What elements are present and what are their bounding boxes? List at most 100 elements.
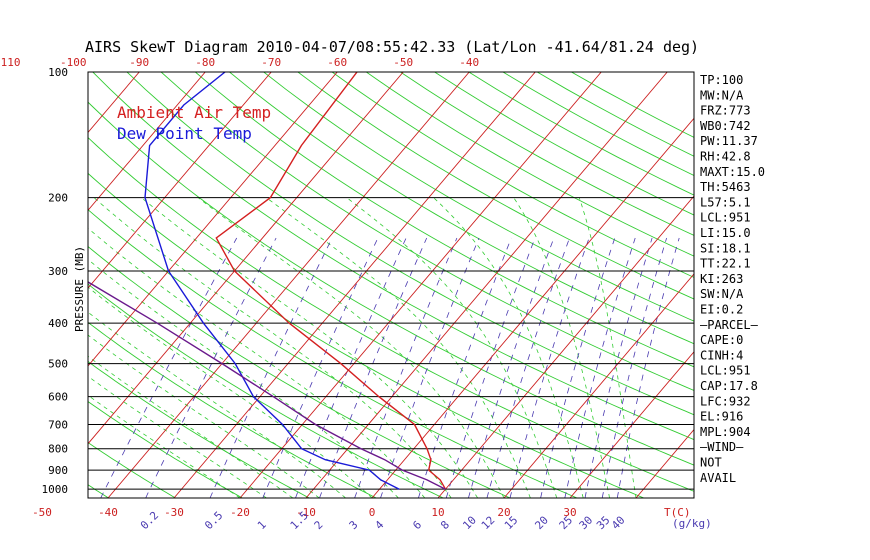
mixing-ratio-label: 10 xyxy=(460,514,479,533)
isotherm xyxy=(569,351,694,498)
mixing-ratio-line xyxy=(584,237,653,498)
dry-adiabat xyxy=(88,360,310,498)
pressure-ticks: 100 200 300 400 500 600 700 800 900 1000 xyxy=(42,66,69,496)
bottom-temp-label: 0 xyxy=(369,506,376,519)
stat-item: —WIND— xyxy=(700,440,744,454)
mixing-ratio-line xyxy=(380,237,480,498)
bottom-temp-label: -30 xyxy=(164,506,184,519)
pressure-tick-label: 500 xyxy=(48,358,68,371)
stat-item: EI:0.2 xyxy=(700,303,743,317)
mixing-ratio-unit: (g/kg) xyxy=(672,517,712,530)
moist-adiabat xyxy=(513,197,610,498)
stat-item: CAPE:0 xyxy=(700,333,743,347)
mixing-ratio-line xyxy=(564,237,636,498)
parcel-line xyxy=(88,281,446,490)
moist-adiabat xyxy=(88,375,267,498)
mixing-ratio-line xyxy=(100,237,238,498)
stat-item: SI:18.1 xyxy=(700,241,751,255)
isotherm xyxy=(437,195,694,498)
isotherm xyxy=(371,117,694,498)
mixing-ratio-line xyxy=(540,237,616,498)
dry-adiabat xyxy=(88,209,578,498)
dry-adiabat xyxy=(160,72,694,391)
mixing-ratio-label: 3 xyxy=(347,518,361,532)
pressure-tick-label: 100 xyxy=(48,66,68,79)
isotherm xyxy=(0,72,73,498)
bottom-temp-label: -20 xyxy=(230,506,250,519)
mixing-ratio-label: 30 xyxy=(577,514,596,533)
dew-point-line xyxy=(144,72,400,490)
bottom-temp-ticks: -50 -40 -30 -20 -10 0 10 20 30 T(C) xyxy=(32,506,690,519)
stat-item: WB0:742 xyxy=(700,119,751,133)
top-temp-label: -90 xyxy=(129,56,149,69)
pressure-tick-label: 300 xyxy=(48,265,68,278)
mixing-ratio-line xyxy=(354,237,458,498)
y-axis-label: PRESSURE (MB) xyxy=(73,246,86,332)
moist-adiabat xyxy=(346,197,558,498)
mixing-ratio-line xyxy=(601,237,667,498)
dry-adiabat xyxy=(297,72,694,300)
mixing-ratio-line xyxy=(209,237,333,498)
bottom-temp-label: -10 xyxy=(296,506,316,519)
pressure-tick-label: 1000 xyxy=(42,483,69,496)
stat-item: L57:5.1 xyxy=(700,195,751,209)
pressure-tick-label: 200 xyxy=(48,192,68,205)
plot-area xyxy=(0,71,695,499)
legend-air: Ambient Air Temp xyxy=(117,103,271,122)
moist-adiabat xyxy=(88,334,320,498)
stat-item: AVAIL xyxy=(700,471,736,485)
air-temp-line xyxy=(215,72,447,490)
mixing-ratio-line xyxy=(468,237,555,498)
moist-adiabat xyxy=(578,197,637,498)
stat-item: LI:15.0 xyxy=(700,226,751,240)
dry-adiabat xyxy=(366,72,694,257)
stat-item: TT:22.1 xyxy=(700,257,751,271)
pressure-tick-label: 600 xyxy=(48,391,68,404)
mixing-ratio-line xyxy=(145,237,277,498)
isotherm xyxy=(88,72,404,445)
mixing-ratio-line xyxy=(262,237,379,498)
isotherm xyxy=(503,273,694,498)
mixing-ratio-line xyxy=(509,237,590,498)
top-temp-label: -60 xyxy=(327,56,347,69)
dry-adiabat xyxy=(88,442,176,498)
dry-adiabat xyxy=(331,72,694,278)
bottom-temp-label: 20 xyxy=(497,506,510,519)
top-temp-label: -80 xyxy=(195,56,215,69)
dry-adiabat xyxy=(195,72,694,368)
top-temp-ticks: -120-110-100-90-80-70-60-50-40 xyxy=(0,56,479,69)
mixing-ratio-label: 1 xyxy=(255,518,269,532)
pressure-tick-label: 900 xyxy=(48,464,68,477)
top-temp-label: -50 xyxy=(393,56,413,69)
mixing-ratio-label: 4 xyxy=(373,518,387,532)
temp-unit-label: T(C) xyxy=(664,506,691,519)
dry-adiabat xyxy=(0,72,42,498)
mixing-ratio-line xyxy=(616,237,680,498)
mixing-ratio-line xyxy=(418,237,512,498)
dry-adiabat xyxy=(88,172,645,498)
dry-adiabat xyxy=(88,321,377,498)
bottom-temp-label: -40 xyxy=(98,506,118,519)
stat-item: EL:916 xyxy=(700,410,743,424)
stat-item: LCL:951 xyxy=(700,211,751,225)
bottom-temp-label: -50 xyxy=(32,506,52,519)
mixing-ratio-label: 6 xyxy=(410,518,424,532)
isotherm xyxy=(88,72,206,211)
mixing-ratio-label: 0.2 xyxy=(138,509,161,532)
dry-adiabat xyxy=(88,101,694,466)
mixing-ratio-label: 40 xyxy=(609,514,628,533)
top-temp-label: -40 xyxy=(459,56,479,69)
stat-item: TH:5463 xyxy=(700,180,751,194)
moist-adiabat xyxy=(88,311,346,498)
bottom-temp-label: 30 xyxy=(563,506,576,519)
mixing-ratio-label: 12 xyxy=(479,514,498,533)
stat-item: KI:263 xyxy=(700,272,743,286)
mixing-ratio-line xyxy=(319,237,428,498)
moist-adiabat xyxy=(433,197,584,498)
stat-item: MAXT:15.0 xyxy=(700,165,765,179)
pressure-tick-label: 700 xyxy=(48,419,68,432)
plot-frame xyxy=(87,71,695,499)
dry-adiabat xyxy=(92,72,694,441)
